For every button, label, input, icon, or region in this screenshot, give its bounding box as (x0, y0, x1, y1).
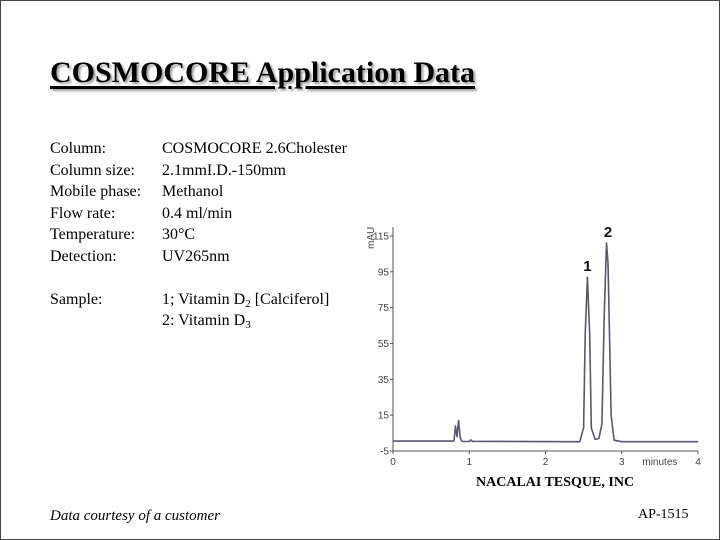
spec-row-temperature: Temperature: 30°C (50, 224, 347, 246)
sample-value-1: 1; Vitamin D2 [Calciferol] (162, 289, 329, 311)
y-tick-label: -5 (380, 447, 389, 458)
sample-2-name: 2: Vitamin D (162, 312, 246, 329)
y-tick-label: 55 (378, 339, 390, 350)
spec-label: Mobile phase: (50, 183, 142, 200)
spec-row-column-size: Column size: 2.1mmI.D.-150mm (50, 160, 347, 182)
x-tick-label: 2 (543, 457, 549, 468)
peak-label: 2 (604, 224, 612, 241)
company-name: NACALAI TESQUE, INC (476, 475, 635, 490)
spec-label: Column: (50, 140, 107, 157)
peak-label: 1 (583, 258, 591, 275)
spec-row-detection: Detection: UV265nm (50, 246, 347, 268)
spec-value: Methanol (162, 183, 224, 200)
courtesy-note: Data courtesy of a customer (50, 508, 220, 524)
spec-value: COSMOCORE 2.6Cholester (162, 140, 347, 157)
sample-value-2: 2: Vitamin D3 (162, 310, 251, 332)
document-code: AP-1515 (638, 507, 689, 522)
x-tick-label: 0 (390, 457, 396, 468)
y-tick-label: 35 (378, 375, 390, 386)
spec-label: Temperature: (50, 226, 136, 243)
spec-value: 0.4 ml/min (162, 204, 233, 222)
spacer (50, 267, 347, 289)
spec-value: 2.1mmI.D.-150mm (162, 161, 286, 179)
spec-value: UV265nm (162, 247, 230, 265)
chromatogram-trace-0 (393, 242, 698, 443)
sample-1-subscript: 2 (245, 297, 251, 310)
x-tick-label: 4 (695, 457, 701, 468)
y-axis-label: mAU (366, 227, 377, 249)
y-tick-label: 15 (378, 411, 390, 422)
spec-label: Flow rate: (50, 204, 116, 222)
sample-2-subscript: 3 (245, 319, 251, 331)
y-tick-label: 115 (373, 231, 389, 242)
spec-value: 30°C (162, 226, 196, 243)
spec-row-mobile-phase: Mobile phase: Methanol (50, 181, 347, 203)
x-tick-label: 1 (466, 457, 472, 468)
sample-row-2: 2: Vitamin D3 (50, 310, 347, 332)
y-tick-label: 95 (378, 267, 390, 278)
page-title: COSMOCORE Application Data (50, 56, 476, 89)
spec-row-column: Column: COSMOCORE 2.6Cholester (50, 138, 347, 160)
sample-1-name: 1; Vitamin D (162, 290, 246, 308)
spec-row-flow-rate: Flow rate: 0.4 ml/min (50, 203, 347, 225)
sample-row-1: Sample: 1; Vitamin D2 [Calciferol] (50, 289, 347, 311)
sample-label: Sample: (50, 290, 103, 308)
sample-1-suffix: [Calciferol] (250, 290, 330, 308)
method-conditions: Column: COSMOCORE 2.6Cholester Column si… (50, 138, 347, 332)
y-tick-label: 75 (378, 303, 390, 314)
spec-label: Column size: (50, 161, 135, 179)
spec-label: Detection: (50, 247, 117, 265)
x-axis-label: minutes (642, 457, 677, 468)
x-tick-label: 3 (619, 457, 625, 468)
